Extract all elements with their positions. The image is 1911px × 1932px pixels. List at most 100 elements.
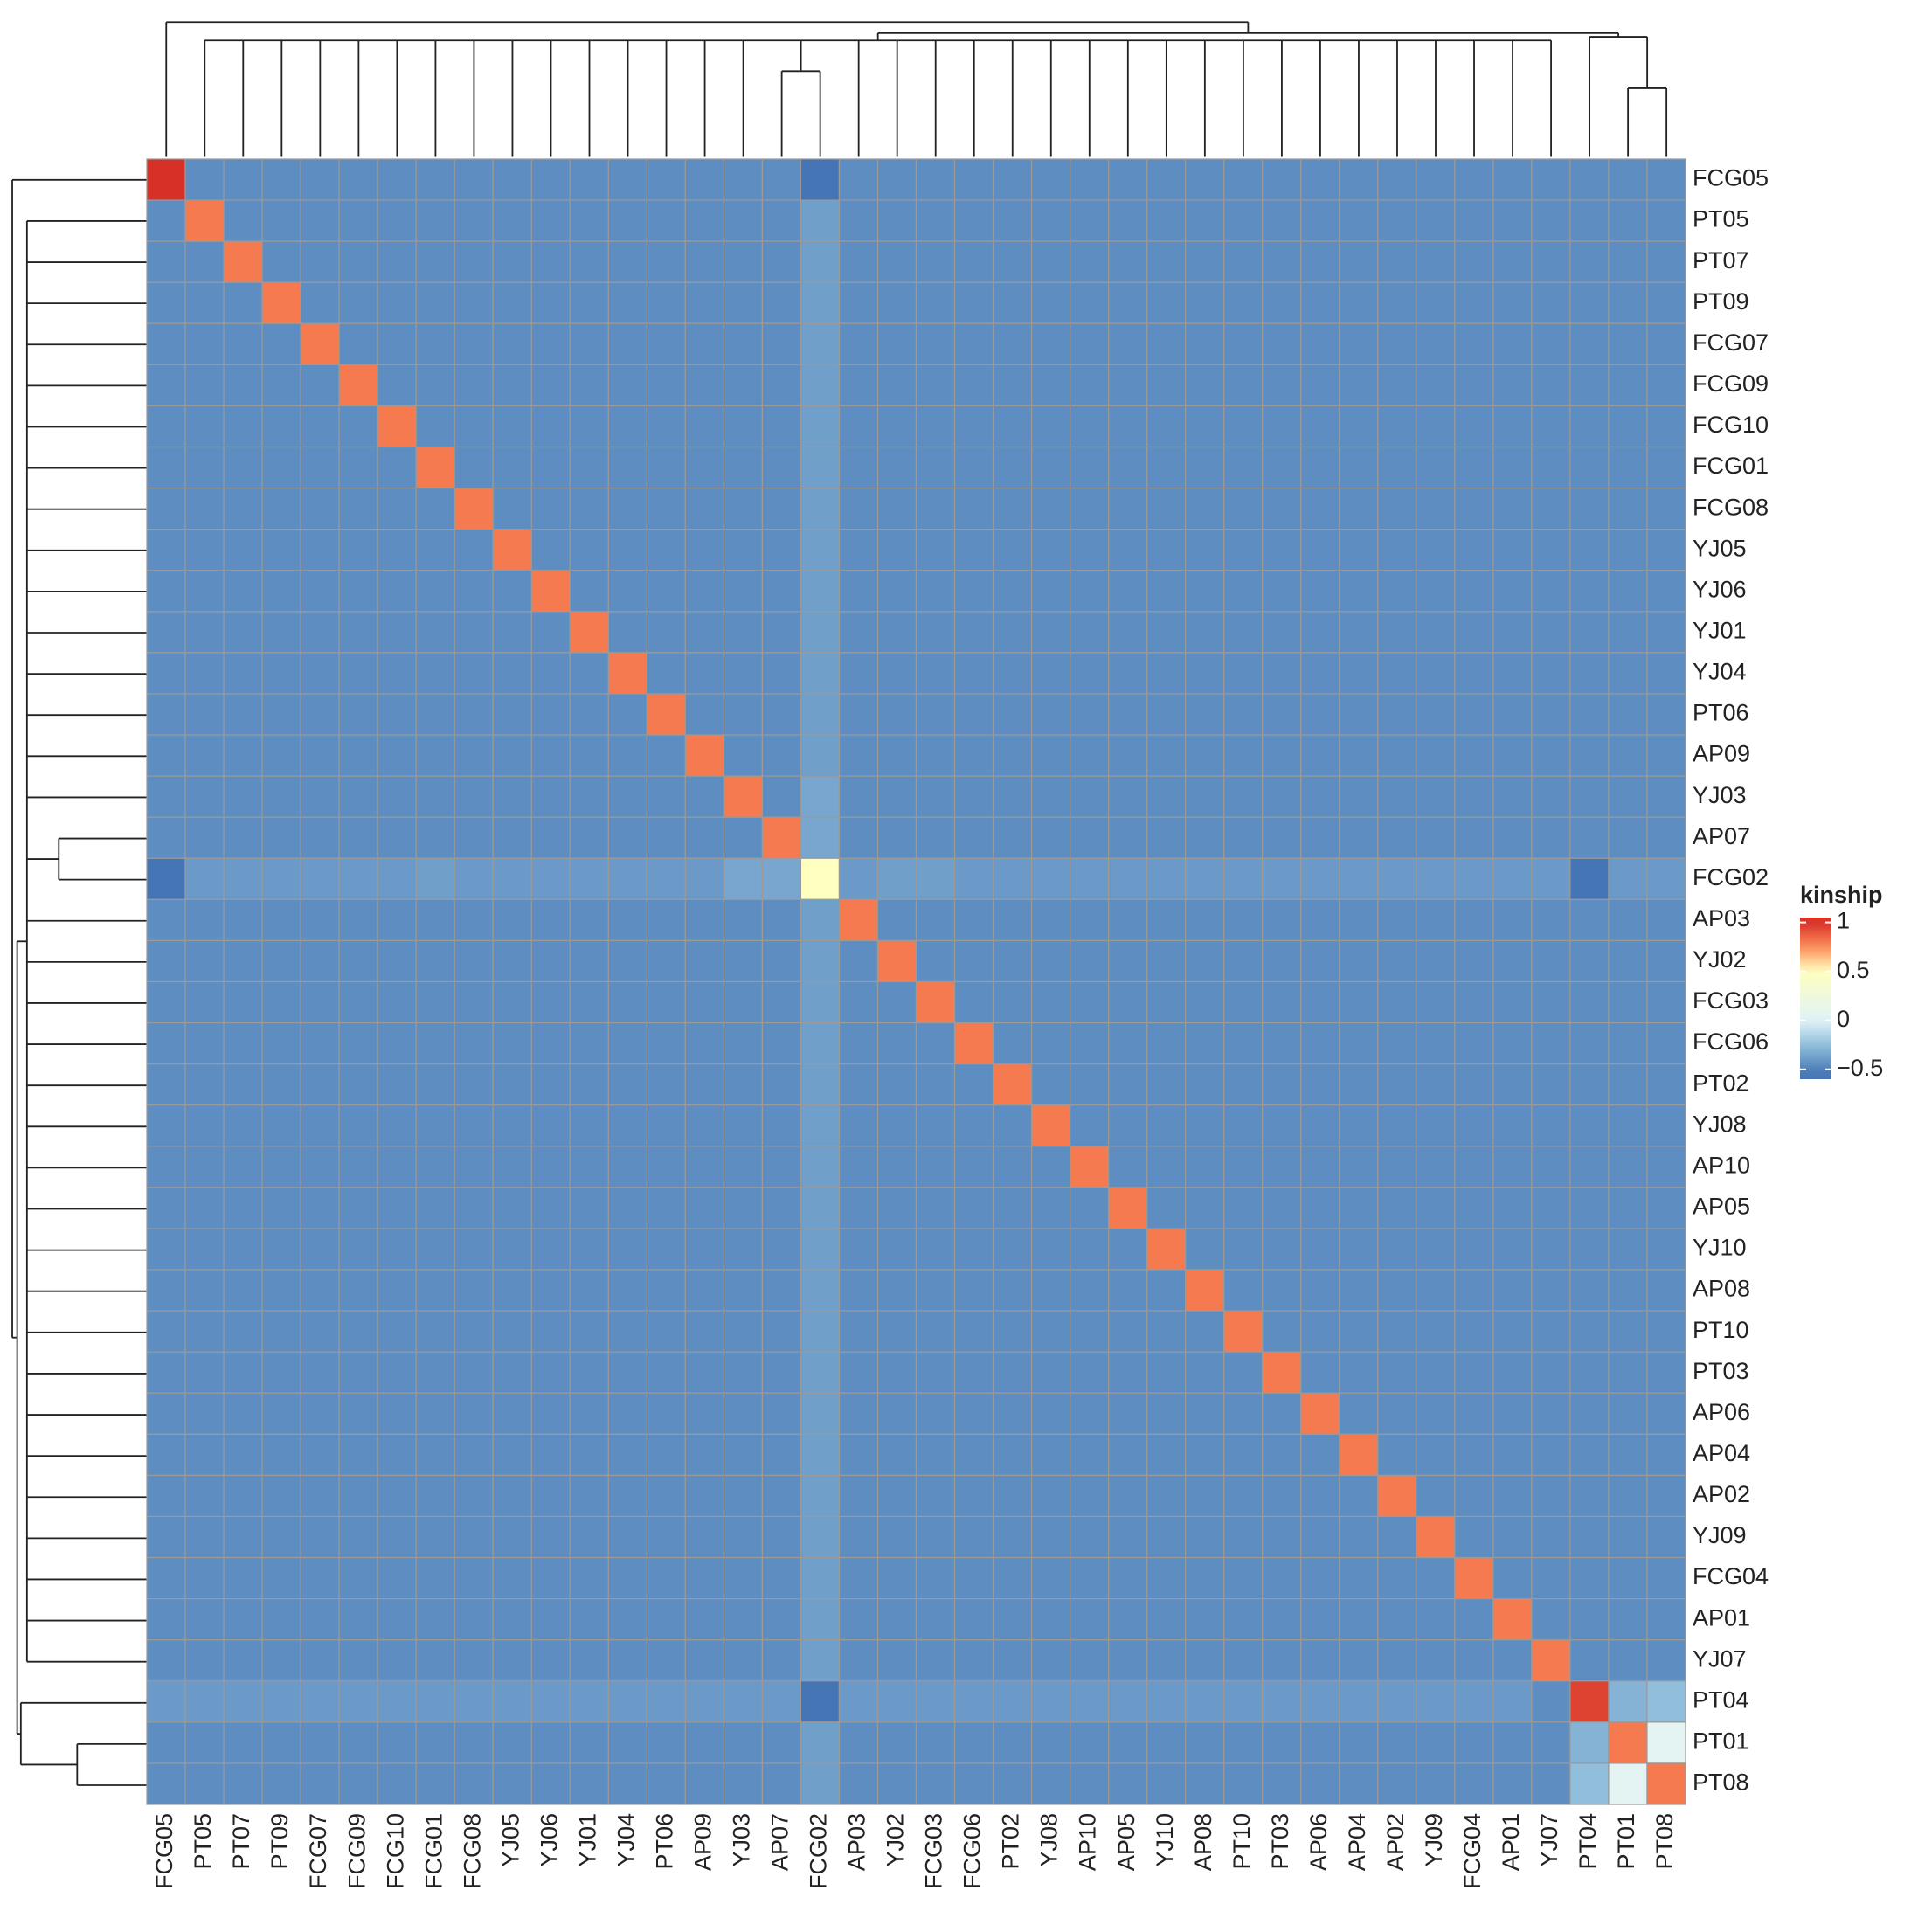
heatmap-cell (1646, 1598, 1686, 1641)
heatmap-cell (1108, 240, 1148, 283)
heatmap-cell (530, 1269, 571, 1312)
heatmap-cell (1069, 570, 1110, 613)
heatmap-cell (1454, 1474, 1494, 1518)
heatmap-cell (761, 1021, 802, 1065)
heatmap-cell (377, 857, 417, 900)
heatmap-cell (1339, 570, 1379, 613)
heatmap-cell (1492, 1351, 1533, 1394)
heatmap-cell (1377, 816, 1417, 859)
heatmap-cell (761, 446, 802, 489)
heatmap-cell (261, 1515, 301, 1559)
heatmap-cell (415, 240, 455, 283)
heatmap-cell (261, 857, 301, 900)
heatmap-cell (1377, 693, 1417, 736)
heatmap-cell (992, 322, 1033, 365)
heatmap-cell (338, 1556, 378, 1600)
heatmap-cell (1223, 1556, 1264, 1600)
heatmap-cell (300, 1474, 340, 1518)
heatmap-cell (684, 816, 724, 859)
heatmap-cell (1262, 322, 1302, 365)
heatmap-cell (1492, 446, 1533, 489)
heatmap-cell (1185, 857, 1225, 900)
heatmap-cell (800, 693, 841, 736)
heatmap-cell (1300, 1515, 1340, 1559)
colorbar-tick-label: 1 (1837, 908, 1850, 934)
heatmap-cell (800, 1598, 841, 1641)
heatmap-cell (415, 980, 455, 1024)
heatmap-cell (992, 1063, 1033, 1106)
heatmap-cell (300, 1063, 340, 1106)
heatmap-cell (1608, 1598, 1648, 1641)
heatmap-cell (1223, 816, 1264, 859)
heatmap-cell (1300, 652, 1340, 695)
heatmap-cell (761, 1515, 802, 1559)
heatmap-cell (1531, 1351, 1571, 1394)
heatmap-cell (1454, 1187, 1494, 1229)
heatmap-cell (953, 199, 994, 242)
heatmap-cell (377, 1598, 417, 1641)
heatmap-cell (1262, 158, 1302, 201)
heatmap-cell (1262, 816, 1302, 859)
heatmap-cell (300, 1021, 340, 1065)
heatmap-cell (1300, 1556, 1340, 1600)
heatmap-cell (1531, 693, 1571, 736)
heatmap-cell (1185, 529, 1225, 571)
col-label: PT08 (1651, 1813, 1678, 1870)
heatmap-cell (684, 240, 724, 283)
heatmap-cell (800, 1392, 841, 1435)
heatmap-cell (454, 775, 494, 818)
heatmap-cell (146, 405, 186, 448)
heatmap-cell (1377, 158, 1417, 201)
heatmap-cell (569, 199, 609, 242)
col-label: FCG10 (382, 1813, 408, 1889)
heatmap-cell (530, 775, 571, 818)
heatmap-cell (1223, 487, 1264, 530)
heatmap-cell (607, 857, 647, 900)
heatmap-cell (1108, 1556, 1148, 1600)
heatmap-cell (1069, 1433, 1110, 1476)
heatmap-cell (454, 1146, 494, 1188)
heatmap-cell (992, 1680, 1033, 1723)
heatmap-cell (876, 775, 917, 818)
heatmap-cell (1377, 775, 1417, 818)
col-label: PT01 (1613, 1813, 1639, 1870)
heatmap-cell (1377, 980, 1417, 1024)
heatmap-cell (761, 980, 802, 1024)
heatmap-cell (1030, 1146, 1071, 1188)
heatmap-cell (454, 405, 494, 448)
heatmap-cell (1185, 1433, 1225, 1476)
heatmap-cell (415, 570, 455, 613)
heatmap-cell (953, 487, 994, 530)
heatmap-cell (338, 1433, 378, 1476)
heatmap-cell (1030, 1433, 1071, 1476)
heatmap-cell (1262, 611, 1302, 654)
heatmap-cell (300, 1680, 340, 1723)
heatmap-cell (300, 1515, 340, 1559)
heatmap-cell (1646, 1721, 1686, 1764)
heatmap-cell (1416, 199, 1456, 242)
heatmap-cell (607, 1515, 647, 1559)
heatmap-cell (415, 1474, 455, 1518)
heatmap-cell (1646, 1269, 1686, 1312)
heatmap-cell (876, 693, 917, 736)
heatmap-cell (915, 1187, 956, 1229)
heatmap-cell (1146, 1187, 1187, 1229)
heatmap-cell (1146, 652, 1187, 695)
heatmap-cell (838, 1392, 879, 1435)
heatmap-cell (838, 1310, 879, 1353)
heatmap-cell (1030, 1228, 1071, 1271)
heatmap-cell (492, 1063, 532, 1106)
col-label: AP10 (1075, 1813, 1101, 1871)
heatmap-cell (1223, 1228, 1264, 1271)
heatmap-cell (492, 939, 532, 983)
heatmap-cell (684, 1392, 724, 1435)
heatmap-cell (1531, 939, 1571, 983)
heatmap-cell (723, 1021, 764, 1065)
heatmap-cell (1108, 1146, 1148, 1188)
heatmap-cell (646, 1310, 686, 1353)
heatmap-cell (1108, 158, 1148, 201)
heatmap-cell (876, 857, 917, 900)
heatmap-cell (454, 1433, 494, 1476)
heatmap-cell (1223, 322, 1264, 365)
heatmap-cell (992, 693, 1033, 736)
